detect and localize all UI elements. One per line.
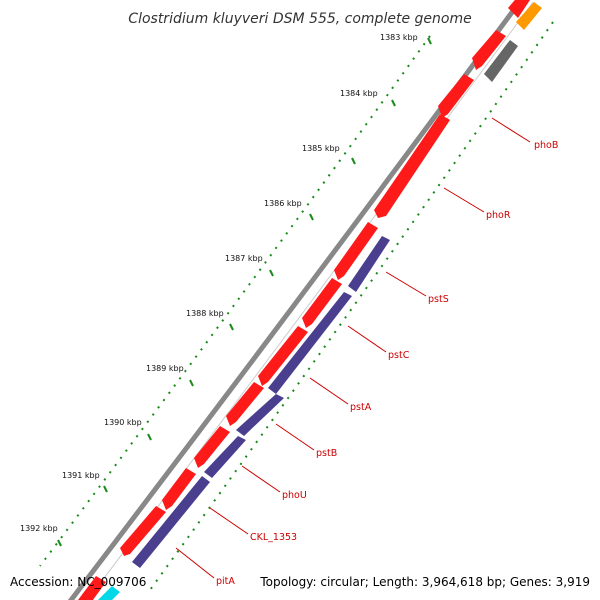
gene-arrow[interactable] (334, 222, 378, 280)
gene-arrow-grey[interactable] (484, 40, 518, 82)
genome-title: Clostridium kluyveri DSM 555, complete g… (128, 11, 471, 27)
kbp-label: 1383 kbp (380, 33, 418, 42)
gene-callout-line (309, 377, 349, 405)
kbp-tick (391, 99, 396, 107)
gene-callout-line (175, 547, 215, 579)
tick-dots-layer (39, 21, 554, 591)
gene-label-phou[interactable]: phoU (282, 490, 307, 501)
gene-arrow-orange[interactable] (516, 2, 542, 30)
gene-arrow[interactable] (162, 468, 196, 510)
gene-arrow[interactable] (132, 476, 210, 568)
gene-label-psts[interactable]: pstS (428, 294, 449, 305)
gene-arrow[interactable] (472, 30, 506, 70)
kbp-label: 1392 kbp (20, 524, 58, 533)
kbp-label: 1386 kbp (264, 199, 302, 208)
gene-callouts: phoB phoR pstS pstC pstA pstB phoU CKL_1353 pitA (175, 117, 558, 587)
outer-dotted-ring (39, 35, 431, 567)
gene-arrow-cyan[interactable] (98, 586, 120, 600)
kbp-label: 1390 kbp (104, 418, 142, 427)
gene-label-ckl_1353[interactable]: CKL_1353 (250, 532, 297, 543)
gene-callout-line (443, 187, 485, 213)
kbp-tick (57, 539, 62, 547)
kbp-label: 1387 kbp (225, 254, 263, 263)
gene-label-pita[interactable]: pitA (216, 576, 235, 587)
gene-label-pstb[interactable]: pstB (316, 448, 337, 459)
gene-arrow[interactable] (268, 292, 352, 394)
gene-callout-line (209, 507, 249, 535)
other-features (98, 2, 542, 600)
kbp-tick (351, 157, 356, 165)
reverse-strand-genes (132, 236, 390, 568)
gene-arrow[interactable] (302, 278, 342, 328)
gene-label-psta[interactable]: pstA (350, 402, 372, 413)
gene-arrow[interactable] (258, 326, 308, 386)
gene-arrow[interactable] (120, 506, 166, 556)
kbp-tick (229, 323, 234, 331)
gene-callout-line (385, 271, 427, 297)
gene-label-phor[interactable]: phoR (486, 210, 511, 221)
kbp-label: 1389 kbp (146, 364, 184, 373)
kbp-scale: 1383 kbp 1384 kbp 1385 kbp 1386 kbp 1387 kbp… (20, 33, 432, 547)
kbp-label: 1388 kbp (186, 309, 224, 318)
gene-label-phob[interactable]: phoB (534, 140, 558, 151)
accession-label: Accession: NC_009706 (10, 575, 146, 589)
gene-arrow[interactable] (508, 0, 530, 18)
gene-callout-line (347, 325, 387, 353)
gene-arrow[interactable] (374, 114, 450, 218)
gene-callout-line (241, 465, 281, 493)
gene-arrow[interactable] (438, 74, 474, 118)
gene-arrow[interactable] (204, 436, 246, 478)
kbp-tick (309, 213, 314, 221)
gene-callout-line (275, 423, 315, 451)
gene-arrow[interactable] (226, 382, 264, 426)
gene-callout-line (491, 117, 531, 143)
gene-label-pstc[interactable]: pstC (388, 350, 410, 361)
kbp-tick (269, 269, 274, 277)
gene-arrow[interactable] (78, 576, 106, 600)
kbp-tick (189, 379, 194, 387)
gene-arrow[interactable] (194, 426, 230, 468)
kbp-tick (427, 37, 432, 45)
kbp-label: 1384 kbp (340, 89, 378, 98)
forward-strand-genes (78, 0, 530, 600)
kbp-tick (147, 433, 152, 441)
genome-summary: Topology: circular; Length: 3,964,618 bp… (259, 575, 590, 589)
gene-arrow[interactable] (236, 394, 284, 436)
kbp-label: 1385 kbp (302, 144, 340, 153)
kbp-tick (103, 485, 108, 493)
kbp-label: 1391 kbp (62, 471, 100, 480)
inner-dotted-ring (149, 21, 554, 591)
gene-arrow[interactable] (348, 236, 390, 292)
